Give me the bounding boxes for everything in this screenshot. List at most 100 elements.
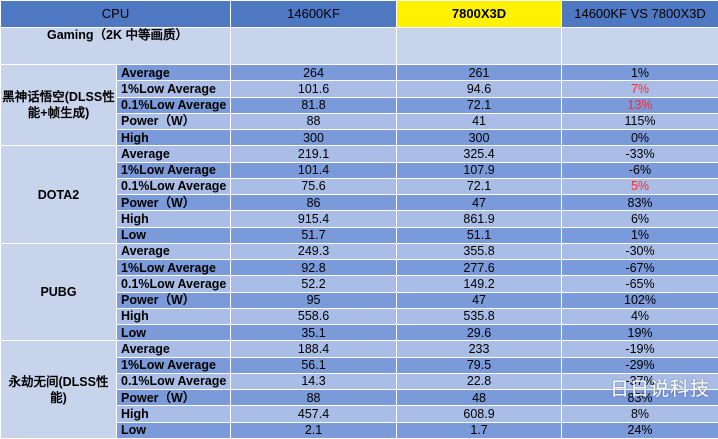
value-7800x3d: 861.9 bbox=[397, 211, 562, 227]
value-7800x3d: 29.6 bbox=[397, 325, 562, 341]
value-14600kf: 14.3 bbox=[231, 373, 397, 389]
value-7800x3d: 149.2 bbox=[397, 276, 562, 292]
metric-label: High bbox=[117, 130, 231, 146]
header-7800x3d: 7800X3D bbox=[397, 1, 562, 28]
subheader-row: Gaming（2K 中等画质） bbox=[1, 28, 718, 65]
value-7800x3d: 41 bbox=[397, 113, 562, 129]
value-14600kf: 188.4 bbox=[231, 341, 397, 357]
value-comparison: 8% bbox=[562, 406, 718, 422]
value-7800x3d: 72.1 bbox=[397, 97, 562, 113]
metric-label: Low bbox=[117, 325, 231, 341]
value-7800x3d: 47 bbox=[397, 195, 562, 211]
value-comparison: -6% bbox=[562, 162, 718, 178]
value-14600kf: 75.6 bbox=[231, 178, 397, 194]
game-name: 黑神话悟空(DLSS性能+帧生成) bbox=[1, 65, 117, 146]
header-row: CPU 14600KF 7800X3D 14600KF VS 7800X3D bbox=[1, 1, 718, 28]
value-comparison: 7% bbox=[562, 81, 718, 97]
value-comparison: -30% bbox=[562, 243, 718, 259]
value-7800x3d: 1.7 bbox=[397, 422, 562, 438]
value-comparison: 4% bbox=[562, 308, 718, 324]
value-comparison: 115% bbox=[562, 113, 718, 129]
value-comparison: 19% bbox=[562, 325, 718, 341]
value-comparison: -29% bbox=[562, 357, 718, 373]
metric-label: High bbox=[117, 308, 231, 324]
value-14600kf: 249.3 bbox=[231, 243, 397, 259]
game-name: DOTA2 bbox=[1, 146, 117, 244]
metric-label: Average bbox=[117, 65, 231, 81]
metric-label: 0.1%Low Average bbox=[117, 178, 231, 194]
value-14600kf: 88 bbox=[231, 390, 397, 406]
value-7800x3d: 355.8 bbox=[397, 243, 562, 259]
value-14600kf: 101.6 bbox=[231, 81, 397, 97]
value-7800x3d: 325.4 bbox=[397, 146, 562, 162]
value-7800x3d: 47 bbox=[397, 292, 562, 308]
value-14600kf: 35.1 bbox=[231, 325, 397, 341]
value-comparison: 83% bbox=[562, 195, 718, 211]
header-14600kf: 14600KF bbox=[231, 1, 397, 28]
game-name: 永劫无间(DLSS性能) bbox=[1, 341, 117, 439]
value-comparison: -65% bbox=[562, 276, 718, 292]
metric-label: Average bbox=[117, 146, 231, 162]
metric-label: 1%Low Average bbox=[117, 162, 231, 178]
metric-label: Power（W） bbox=[117, 113, 231, 129]
value-comparison: -67% bbox=[562, 260, 718, 276]
value-comparison: 24% bbox=[562, 422, 718, 438]
metric-label: Average bbox=[117, 341, 231, 357]
value-14600kf: 86 bbox=[231, 195, 397, 211]
value-14600kf: 101.4 bbox=[231, 162, 397, 178]
metric-label: 0.1%Low Average bbox=[117, 373, 231, 389]
value-7800x3d: 261 bbox=[397, 65, 562, 81]
value-7800x3d: 277.6 bbox=[397, 260, 562, 276]
metric-label: High bbox=[117, 211, 231, 227]
value-7800x3d: 22.8 bbox=[397, 373, 562, 389]
value-7800x3d: 51.1 bbox=[397, 227, 562, 243]
value-comparison: -19% bbox=[562, 341, 718, 357]
subheader-blank bbox=[397, 28, 562, 65]
gaming-subheader: Gaming（2K 中等画质） bbox=[1, 28, 231, 65]
watermark-text: 日日说科技 bbox=[610, 374, 710, 401]
metric-label: 1%Low Average bbox=[117, 81, 231, 97]
value-7800x3d: 107.9 bbox=[397, 162, 562, 178]
value-14600kf: 52.2 bbox=[231, 276, 397, 292]
value-14600kf: 51.7 bbox=[231, 227, 397, 243]
value-7800x3d: 608.9 bbox=[397, 406, 562, 422]
value-comparison: 102% bbox=[562, 292, 718, 308]
value-14600kf: 219.1 bbox=[231, 146, 397, 162]
value-comparison: 5% bbox=[562, 178, 718, 194]
value-7800x3d: 79.5 bbox=[397, 357, 562, 373]
metric-label: 1%Low Average bbox=[117, 357, 231, 373]
value-14600kf: 915.4 bbox=[231, 211, 397, 227]
value-7800x3d: 535.8 bbox=[397, 308, 562, 324]
value-comparison: -33% bbox=[562, 146, 718, 162]
subheader-blank bbox=[562, 28, 718, 65]
value-comparison: 1% bbox=[562, 65, 718, 81]
metric-label: Low bbox=[117, 227, 231, 243]
metric-label: Power（W） bbox=[117, 195, 231, 211]
metric-label: High bbox=[117, 406, 231, 422]
metric-label: 0.1%Low Average bbox=[117, 276, 231, 292]
value-14600kf: 92.8 bbox=[231, 260, 397, 276]
value-14600kf: 558.6 bbox=[231, 308, 397, 324]
value-14600kf: 56.1 bbox=[231, 357, 397, 373]
metric-label: Average bbox=[117, 243, 231, 259]
value-7800x3d: 48 bbox=[397, 390, 562, 406]
value-7800x3d: 94.6 bbox=[397, 81, 562, 97]
value-comparison: 6% bbox=[562, 211, 718, 227]
game-name: PUBG bbox=[1, 243, 117, 341]
metric-label: Power（W） bbox=[117, 390, 231, 406]
subheader-blank bbox=[231, 28, 397, 65]
value-7800x3d: 233 bbox=[397, 341, 562, 357]
metric-label: Power（W） bbox=[117, 292, 231, 308]
value-14600kf: 457.4 bbox=[231, 406, 397, 422]
value-7800x3d: 300 bbox=[397, 130, 562, 146]
value-comparison: 0% bbox=[562, 130, 718, 146]
value-14600kf: 88 bbox=[231, 113, 397, 129]
header-cpu: CPU bbox=[1, 1, 231, 28]
value-14600kf: 95 bbox=[231, 292, 397, 308]
